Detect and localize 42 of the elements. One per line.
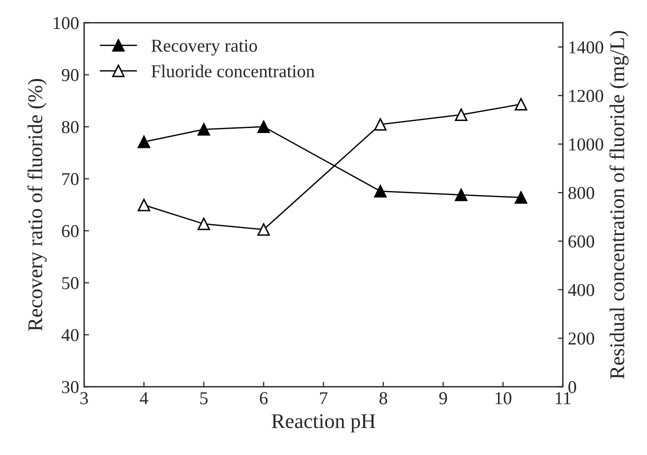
y2-tick-label: 1200 bbox=[569, 90, 604, 102]
legend-label: Fluoride concentration bbox=[151, 64, 315, 78]
point bbox=[257, 120, 270, 133]
y2-tick-label: 200 bbox=[568, 332, 594, 345]
legend-label: Recovery ratio bbox=[151, 40, 258, 56]
y2-tick-label: 600 bbox=[568, 235, 594, 248]
y2-tick-label: 1400 bbox=[569, 41, 604, 54]
x-tick-label: 7 bbox=[320, 392, 328, 404]
point bbox=[514, 98, 528, 111]
x-tick-label: 11 bbox=[556, 392, 570, 404]
point bbox=[138, 136, 150, 148]
y2-tick-label: 1000 bbox=[569, 138, 604, 151]
y-axis-title: Recovery ratio of fluoride (%) bbox=[27, 78, 47, 331]
x-tick-label: 10 bbox=[496, 392, 512, 404]
y2-tick-label: 0 bbox=[568, 381, 576, 394]
point bbox=[198, 123, 210, 136]
point bbox=[138, 198, 150, 212]
point bbox=[454, 188, 468, 202]
x-tick-label: 3 bbox=[80, 392, 88, 404]
x-tick-label: 5 bbox=[200, 392, 208, 404]
y-tick-label: 60 bbox=[62, 225, 79, 238]
point bbox=[454, 108, 468, 121]
y-tick-label: 30 bbox=[62, 381, 79, 394]
x-tick-label: 6 bbox=[260, 392, 268, 404]
x-axis-title: Reaction pH bbox=[272, 414, 376, 432]
x-tick-label: 8 bbox=[380, 392, 388, 404]
y2-tick-label: 800 bbox=[568, 186, 594, 200]
x-tick-label: 9 bbox=[439, 392, 447, 404]
y-tick-label: 40 bbox=[62, 329, 79, 342]
y2-axis-title: Residual concentration of fluoride (mg/L) bbox=[609, 30, 629, 379]
y-tick-label: 100 bbox=[54, 17, 79, 30]
point bbox=[257, 223, 270, 236]
y2-tick-label: 400 bbox=[568, 284, 594, 296]
y-tick-label: 50 bbox=[62, 277, 79, 290]
point bbox=[514, 191, 528, 204]
y-tick-label: 90 bbox=[62, 69, 79, 82]
y-tick-label: 80 bbox=[62, 121, 79, 134]
point bbox=[374, 118, 387, 131]
x-tick-label: 4 bbox=[140, 392, 148, 404]
point bbox=[198, 218, 210, 230]
y-tick-label: 70 bbox=[62, 173, 79, 186]
point bbox=[374, 184, 387, 198]
